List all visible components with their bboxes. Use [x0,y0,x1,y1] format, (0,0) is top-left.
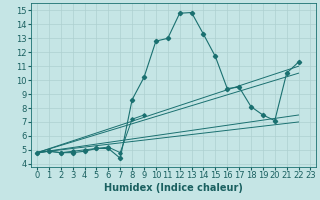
X-axis label: Humidex (Indice chaleur): Humidex (Indice chaleur) [104,183,243,193]
